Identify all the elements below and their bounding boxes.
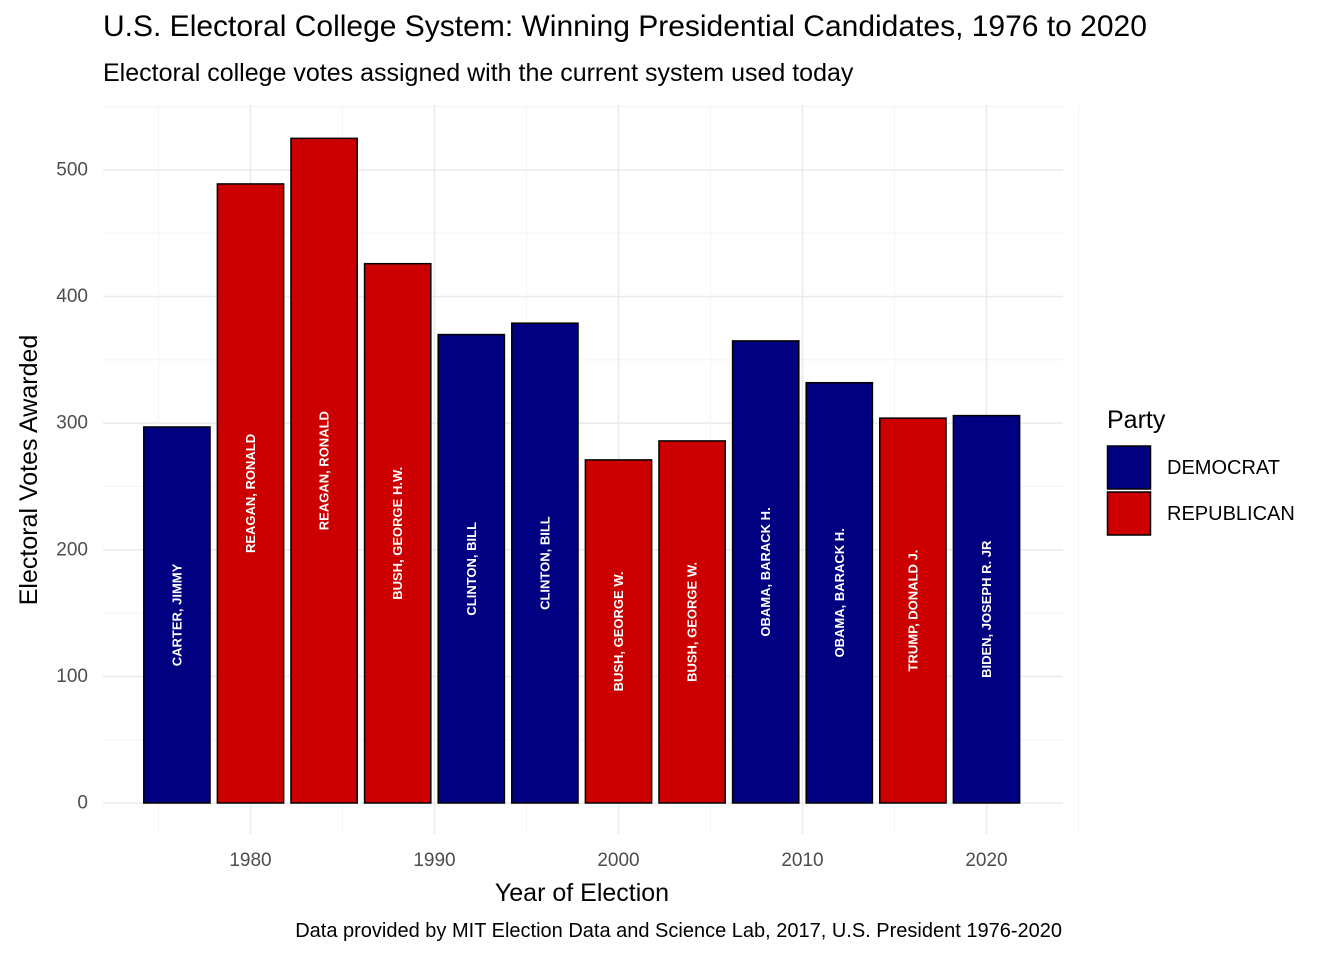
bar-1980 (216, 183, 285, 804)
bar-label-1996: CLINTON, BILL (537, 516, 552, 610)
x-tick-label: 2000 (597, 850, 639, 871)
y-axis-title: Electoral Votes Awarded (15, 335, 43, 606)
bar-label-2004: BUSH, GEORGE W. (685, 562, 700, 682)
bar-2020 (952, 414, 1021, 804)
bar-label-1984: REAGAN, RONALD (317, 411, 332, 530)
y-tick-label: 100 (56, 666, 88, 687)
x-axis-title: Year of Election (495, 879, 669, 907)
y-axis: 0 100 200 300 400 500 (56, 160, 88, 814)
bar-1976 (143, 426, 211, 804)
bar-label-2008: OBAMA, BARACK H. (758, 507, 773, 636)
y-tick-label: 0 (77, 793, 88, 814)
legend: Party DEMOCRAT REPUBLICAN (1106, 406, 1295, 536)
legend-swatch (1106, 491, 1152, 536)
x-tick-label: 2020 (965, 850, 1007, 871)
x-tick-label: 1980 (229, 850, 271, 871)
bar-2016 (879, 417, 947, 804)
legend-swatch (1106, 445, 1152, 490)
y-tick-label: 400 (56, 286, 88, 307)
x-tick-label: 2010 (781, 850, 823, 871)
y-tick-label: 500 (56, 160, 88, 181)
legend-label: DEMOCRAT (1167, 457, 1280, 479)
bar-label-1988: BUSH, GEORGE H.W. (390, 467, 405, 600)
bar-label-2000: BUSH, GEORGE W. (611, 572, 626, 692)
chart-title: U.S. Electoral College System: Winning P… (103, 10, 1147, 43)
bar-1984 (290, 137, 358, 804)
y-tick-label: 300 (56, 413, 88, 434)
legend-label: REPUBLICAN (1167, 503, 1295, 525)
bar-2012 (805, 381, 874, 804)
bar-layer: CARTER, JIMMY REAGAN, RONALD REAGAN, RONAL… (143, 137, 1021, 804)
bar-label-1976: CARTER, JIMMY (169, 563, 184, 666)
legend-title: Party (1107, 406, 1166, 434)
bar-2008 (731, 340, 800, 804)
chart-caption: Data provided by MIT Election Data and S… (295, 920, 1062, 942)
bar-2004 (658, 440, 726, 804)
bar-1988 (363, 262, 432, 804)
bar-1992 (437, 333, 506, 804)
chart-subtitle: Electoral college votes assigned with th… (103, 59, 854, 87)
bar-label-2012: OBAMA, BARACK H. (832, 528, 847, 657)
y-tick-label: 200 (56, 539, 88, 560)
x-tick-label: 1990 (413, 850, 455, 871)
bar-label-1992: CLINTON, BILL (464, 522, 479, 616)
x-axis: 1980 1990 2000 2010 2020 (229, 850, 1007, 871)
bar-2000 (584, 459, 653, 804)
bar-label-2016: TRUMP, DONALD J. (905, 550, 920, 672)
bar-1996 (511, 322, 579, 804)
bar-label-1980: REAGAN, RONALD (243, 434, 258, 553)
bar-label-2020: BIDEN, JOSEPH R. JR (979, 540, 994, 678)
